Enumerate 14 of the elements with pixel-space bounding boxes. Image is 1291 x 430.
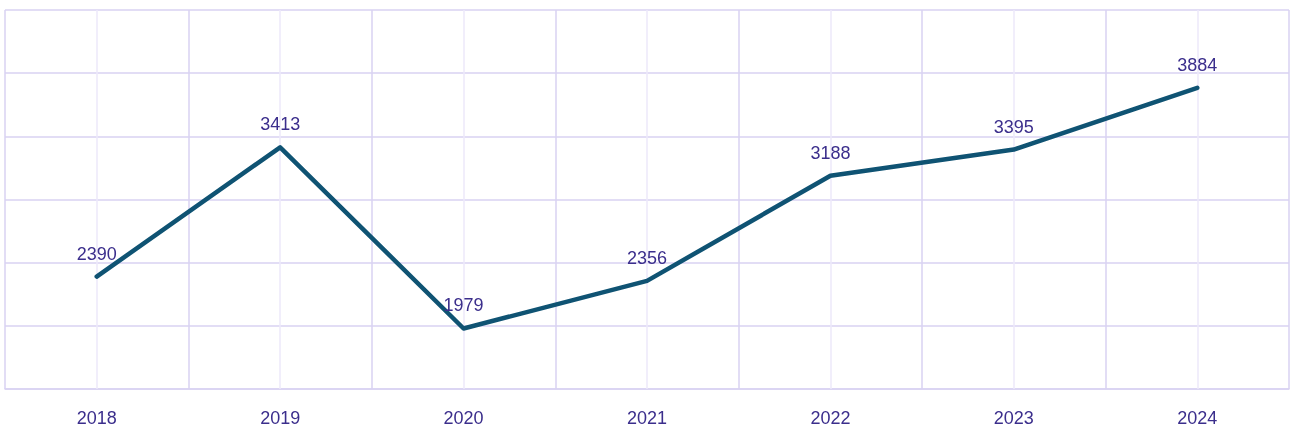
data-label: 3395 bbox=[993, 116, 1034, 137]
x-tick-label: 2022 bbox=[810, 408, 851, 428]
data-label: 2356 bbox=[626, 247, 668, 268]
x-tick-label: 2020 bbox=[443, 408, 484, 428]
data-label: 3413 bbox=[260, 114, 301, 135]
x-tick-label: 2019 bbox=[260, 408, 301, 428]
x-tick-label: 2023 bbox=[993, 408, 1034, 428]
x-tick-label: 2021 bbox=[626, 408, 668, 428]
data-label: 3884 bbox=[1177, 54, 1218, 75]
x-tick-label: 2018 bbox=[76, 408, 117, 428]
data-label: 1979 bbox=[443, 295, 484, 316]
data-label: 3188 bbox=[810, 142, 851, 163]
x-tick-label: 2024 bbox=[1177, 408, 1218, 428]
data-label: 2390 bbox=[76, 243, 117, 264]
